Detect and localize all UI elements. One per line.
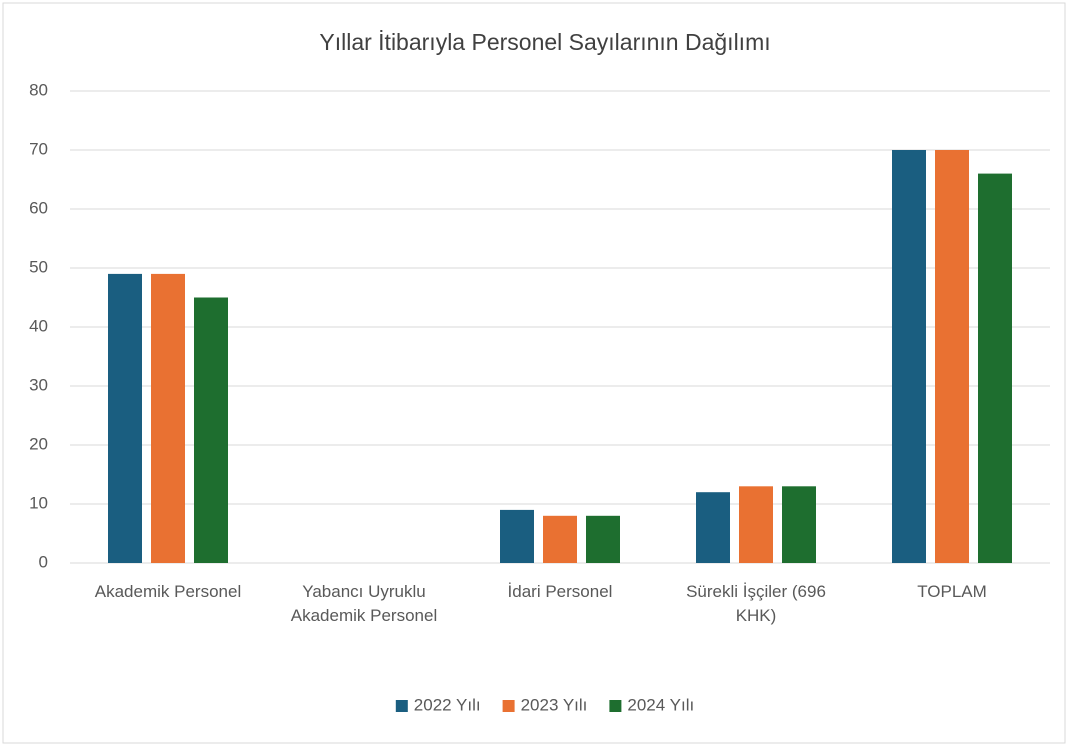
bar: [739, 486, 773, 563]
bar: [108, 273, 142, 563]
bar: [151, 273, 185, 563]
x-tick-label: Sürekli İşçiler (696 KHK): [686, 582, 826, 625]
y-tick-label: 20: [29, 434, 48, 453]
bar: [782, 486, 816, 563]
bar: [978, 173, 1012, 563]
legend-item: 2022 Yılı: [395, 695, 481, 714]
bar: [696, 492, 730, 563]
x-tick-label: TOPLAM: [917, 582, 987, 601]
bar: [935, 150, 969, 563]
y-tick-label: 40: [29, 316, 48, 335]
legend-item: 2024 Yılı: [609, 695, 694, 714]
legend-label: 2022 Yılı: [414, 695, 481, 714]
y-tick-label: 30: [29, 375, 48, 394]
bar: [194, 297, 228, 563]
y-tick-label: 10: [29, 493, 48, 512]
bar: [500, 509, 534, 563]
y-tick-label: 70: [29, 139, 48, 158]
y-tick-label: 0: [39, 552, 48, 571]
y-tick-label: 60: [29, 198, 48, 217]
x-tick-label: Yabancı Uyruklu Akademik Personel: [291, 582, 437, 625]
x-tick-label: Akademik Personel: [95, 582, 241, 601]
chart-title: Yıllar İtibarıyla Personel Sayılarının D…: [319, 29, 770, 55]
y-tick-label: 80: [29, 80, 48, 99]
legend-label: 2023 Yılı: [521, 695, 588, 714]
legend-swatch: [395, 700, 408, 712]
legend-swatch: [609, 700, 622, 712]
x-tick-label: İdari Personel: [508, 582, 613, 601]
bar: [892, 150, 926, 563]
y-tick-label: 50: [29, 257, 48, 276]
bar: [543, 515, 577, 563]
legend-label: 2024 Yılı: [627, 695, 694, 714]
legend-item: 2023 Yılı: [502, 695, 588, 714]
legend-swatch: [502, 700, 515, 712]
bar: [586, 515, 620, 563]
